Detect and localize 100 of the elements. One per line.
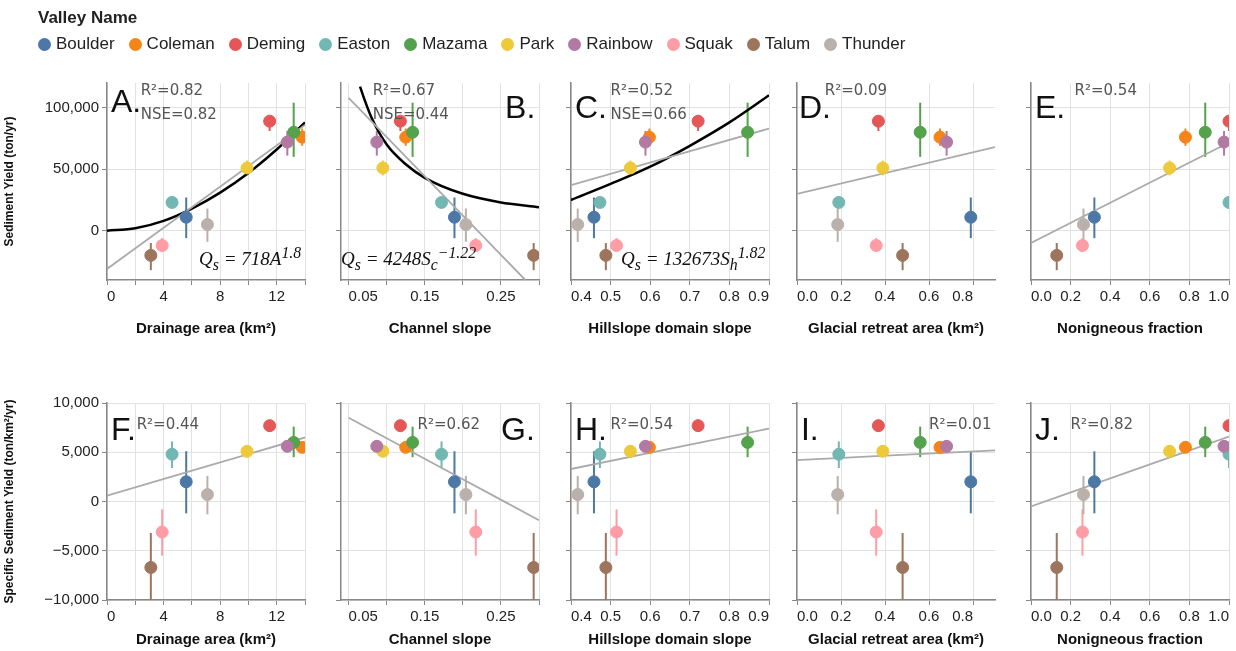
x-tick-label: 0.25: [486, 607, 516, 625]
y-tick-label: 100,000: [44, 97, 99, 115]
x-axis-title: Hillslope domain slope: [588, 630, 752, 648]
annotation: Q$_{s}$ = 718A$^{1.8}$: [199, 243, 302, 273]
x-tick-label: 0.15: [410, 287, 440, 305]
x-tick-label: 0.05: [348, 287, 378, 305]
x-tick-label: 0: [107, 607, 116, 625]
y-tick-label: 10,000: [53, 393, 99, 411]
annotation: A.: [110, 82, 142, 119]
x-tick-label: 0.4: [874, 607, 896, 625]
x-tick-label: 0.7: [679, 287, 701, 305]
x-tick-label: 1.0: [1208, 287, 1229, 305]
x-tick-label: 0.8: [718, 287, 740, 305]
annotation: R²=0.52: [610, 81, 673, 99]
x-tick-label: 4: [159, 607, 168, 625]
x-tick-label: 0.4: [874, 287, 896, 305]
legend-label: Squak: [684, 34, 733, 54]
annotation: R²=0.54: [1074, 81, 1137, 99]
x-tick-label: 0.8: [952, 287, 973, 305]
annotation: R²=0.01: [929, 414, 992, 433]
y-tick-label: 0: [90, 220, 99, 238]
annotation: R²=0.54: [610, 414, 673, 433]
x-tick-label: 4: [159, 287, 168, 305]
x-tick-label: 0.6: [1139, 607, 1161, 625]
annotation: H.: [574, 410, 607, 447]
legend-label: Thunder: [842, 34, 906, 54]
x-tick-label: 0.0: [1031, 607, 1052, 625]
x-tick-label: 12: [268, 287, 286, 305]
x-tick-label: 12: [268, 607, 286, 625]
y-tick-label: 5,000: [61, 442, 99, 460]
y-tick-label: 0: [90, 491, 99, 509]
x-axis-title: Channel slope: [388, 630, 492, 648]
x-tick-label: 0.6: [1139, 287, 1161, 305]
annotation: R²=0.67: [372, 81, 436, 99]
x-tick-label: 0.2: [830, 607, 852, 625]
annotation: R²=0.82: [1070, 414, 1133, 433]
x-tick-label: 8: [215, 607, 225, 625]
x-tick-label: 0.6: [639, 607, 661, 625]
annotation: B.: [505, 88, 536, 125]
x-tick-label: 0.2: [1060, 607, 1082, 625]
x-axis-title: Channel slope: [388, 319, 492, 337]
x-tick-label: 0.6: [918, 607, 940, 625]
annotation: J.: [1034, 410, 1060, 447]
x-tick-label: 0.4: [1099, 287, 1121, 305]
x-tick-label: 0: [107, 287, 116, 305]
x-tick-label: 0.8: [952, 607, 973, 625]
x-axis-title: Nonigneous fraction: [1057, 630, 1203, 648]
annotation: C.: [574, 88, 607, 125]
x-tick-label: 0.5: [600, 287, 622, 305]
x-tick-label: 0.0: [1031, 287, 1052, 305]
y-tick-label: −10,000: [44, 590, 99, 608]
x-tick-label: 0.6: [918, 287, 940, 305]
x-tick-label: 0.6: [639, 287, 661, 305]
annotation: R²=0.44: [136, 414, 200, 433]
legend-label: Deming: [246, 34, 306, 54]
legend-label: Coleman: [146, 34, 215, 54]
x-tick-label: 0.9: [748, 287, 769, 305]
x-tick-label: 0.4: [571, 287, 592, 305]
legend-label: Boulder: [56, 34, 115, 54]
x-tick-label: 0.0: [797, 607, 818, 625]
x-tick-label: 0.8: [1178, 287, 1200, 305]
y-axis-title: Sediment Yield (ton/yr): [1, 116, 16, 247]
annotation: G.: [501, 410, 535, 447]
x-tick-label: 1.0: [1208, 607, 1229, 625]
annotation: E.: [1034, 88, 1066, 125]
x-tick-label: 8: [215, 287, 225, 305]
x-axis-title: Glacial retreat area (km²): [808, 630, 984, 648]
x-tick-label: 0.2: [1060, 287, 1082, 305]
x-tick-label: 0.4: [571, 607, 592, 625]
legend-label: Easton: [337, 34, 391, 54]
x-tick-label: 0.05: [348, 607, 378, 625]
y-tick-label: 50,000: [53, 159, 99, 177]
y-tick-label: −5,000: [52, 540, 99, 558]
legend-label: Mazama: [422, 34, 488, 54]
x-axis-title: Nonigneous fraction: [1057, 319, 1203, 337]
legend-label: Park: [519, 34, 555, 54]
x-axis-title: Drainage area (km²): [135, 319, 277, 337]
x-axis-title: Glacial retreat area (km²): [808, 319, 984, 337]
legend-label: Rainbow: [586, 34, 653, 54]
annotation: NSE=0.82: [140, 104, 217, 123]
x-tick-label: 0.8: [1178, 607, 1200, 625]
x-tick-label: 0.7: [679, 607, 701, 625]
x-tick-label: 0.15: [410, 607, 440, 625]
x-axis-title: Drainage area (km²): [135, 630, 277, 648]
annotation: R²=0.82: [140, 81, 204, 99]
x-tick-label: 0.9: [748, 607, 769, 625]
y-axis-title: Specific Sediment Yield (ton/km²/yr): [1, 399, 16, 604]
legend-title: Valley Name: [38, 8, 139, 28]
x-tick-label: 0.4: [1099, 607, 1121, 625]
x-tick-label: 0.2: [830, 287, 852, 305]
legend-label: Talum: [764, 34, 811, 54]
annotation: I.: [800, 410, 819, 447]
annotation: R²=0.62: [417, 414, 480, 433]
x-axis-title: Hillslope domain slope: [588, 319, 752, 337]
x-tick-label: 0.8: [718, 607, 740, 625]
annotation: F.: [110, 410, 136, 447]
annotation: NSE=0.66: [610, 104, 687, 123]
x-tick-label: 0.5: [600, 607, 622, 625]
x-tick-label: 0.0: [797, 287, 818, 305]
x-tick-label: 0.25: [486, 287, 516, 305]
